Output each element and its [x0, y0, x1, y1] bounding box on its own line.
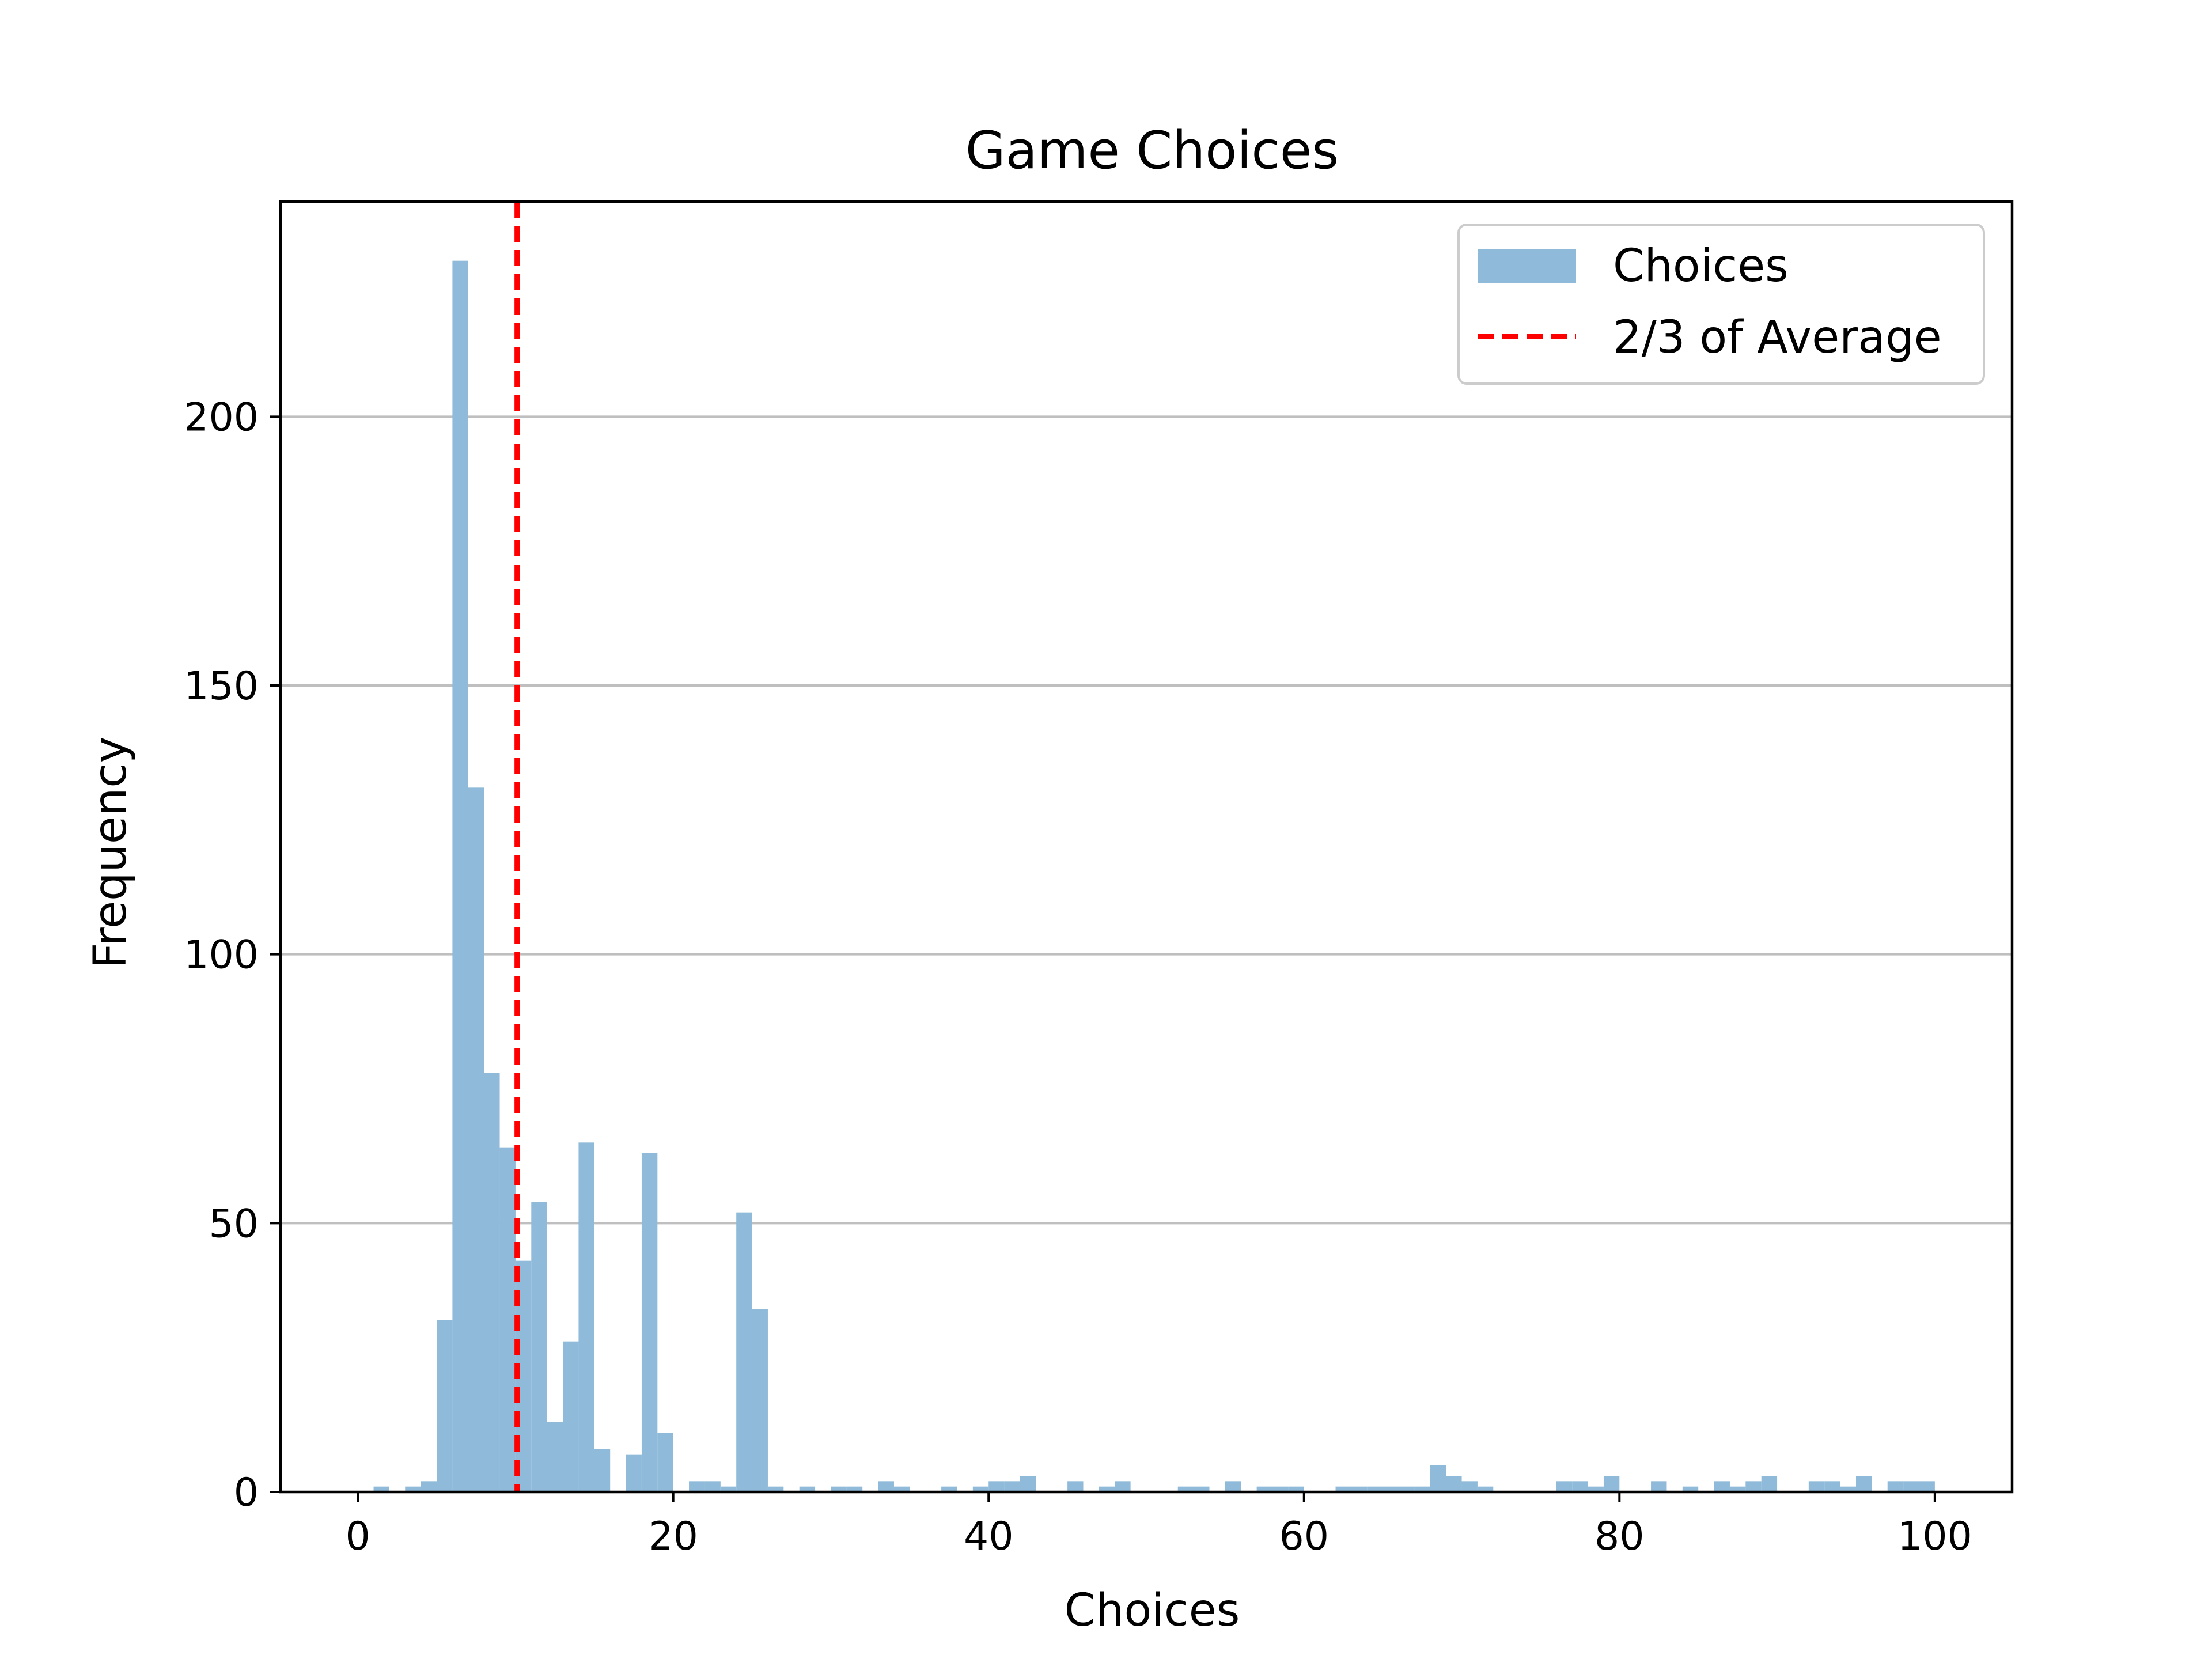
x-axis-label: Choices	[1065, 1585, 1240, 1637]
histogram-bar	[1115, 1481, 1131, 1492]
histogram-bar	[421, 1481, 437, 1492]
histogram-bar	[1556, 1481, 1573, 1492]
histogram-bar	[988, 1481, 1005, 1492]
histogram-bar	[1351, 1486, 1368, 1492]
histogram-bar	[437, 1320, 453, 1492]
x-axis-ticks: 0 20 40 60 80 100	[346, 1492, 1972, 1559]
y-axis-ticks: 0 50 100 150 200	[184, 395, 281, 1516]
histogram-bar	[972, 1486, 989, 1492]
histogram-bar	[752, 1309, 768, 1492]
histogram-bar	[720, 1486, 737, 1492]
y-axis-label: Frequency	[85, 737, 137, 969]
histogram-bar	[1288, 1486, 1304, 1492]
histogram-bar	[1020, 1476, 1036, 1492]
histogram-bar	[893, 1486, 910, 1492]
histogram-bar	[1367, 1486, 1383, 1492]
x-tick-label: 60	[1279, 1514, 1330, 1559]
histogram-bar	[452, 260, 468, 1492]
y-tick-label: 100	[184, 933, 259, 978]
legend-box	[1457, 224, 1985, 385]
histogram-bar	[1272, 1486, 1289, 1492]
legend-label-choices: Choices	[1613, 240, 1789, 292]
histogram-bar	[531, 1202, 547, 1492]
x-tick-label: 20	[648, 1514, 698, 1559]
histogram-bar	[1603, 1476, 1620, 1492]
histogram-bar	[878, 1481, 894, 1492]
y-tick-label: 0	[234, 1470, 259, 1516]
histogram-bars	[373, 260, 1935, 1492]
x-tick-label: 80	[1594, 1514, 1645, 1559]
histogram-bar	[1382, 1486, 1399, 1492]
histogram-bar	[1682, 1486, 1699, 1492]
histogram-bar	[1461, 1481, 1478, 1492]
histogram-bar	[405, 1486, 421, 1492]
histogram-bar	[626, 1454, 642, 1492]
histogram-bar	[799, 1486, 816, 1492]
histogram-bar	[499, 1147, 516, 1492]
histogram-bar	[1572, 1481, 1588, 1492]
plot-frame	[279, 200, 2014, 1494]
histogram-bar	[1177, 1486, 1194, 1492]
histogram-bar	[1335, 1486, 1351, 1492]
y-gridlines	[281, 415, 2012, 1225]
histogram-bar	[1588, 1486, 1604, 1492]
histogram-bar	[657, 1433, 673, 1492]
histogram-bar	[1824, 1481, 1840, 1492]
histogram-bar	[1903, 1481, 1919, 1492]
y-tick-label: 150	[184, 664, 259, 709]
legend-swatch-choices	[1478, 249, 1576, 283]
histogram-bar	[547, 1422, 563, 1492]
histogram-bar	[941, 1486, 957, 1492]
histogram-bar	[1855, 1476, 1872, 1492]
histogram-bar	[1067, 1481, 1084, 1492]
histogram-bar	[1761, 1476, 1778, 1492]
histogram-bar	[736, 1212, 752, 1492]
x-tick-label: 40	[964, 1514, 1014, 1559]
histogram-bar	[1808, 1481, 1825, 1492]
histogram-bar	[1714, 1481, 1730, 1492]
histogram-bar	[846, 1486, 863, 1492]
histogram-bar	[1729, 1486, 1746, 1492]
histogram-bar	[831, 1486, 847, 1492]
histogram-bar	[563, 1341, 579, 1492]
histogram-bar	[1004, 1481, 1020, 1492]
histogram-bar	[468, 787, 484, 1492]
histogram-bar	[1840, 1486, 1856, 1492]
legend: Choices 2/3 of Average	[1457, 224, 1985, 385]
histogram-bar	[1099, 1486, 1115, 1492]
histogram-bar	[1399, 1486, 1415, 1492]
x-tick-label: 0	[346, 1514, 370, 1559]
legend-label-reference-line: 2/3 of Average	[1613, 312, 1942, 363]
histogram-bar	[1430, 1465, 1446, 1492]
histogram-bar	[594, 1449, 611, 1492]
histogram-bar	[689, 1481, 705, 1492]
histogram-bar	[1414, 1486, 1430, 1492]
histogram-bar	[704, 1481, 721, 1492]
histogram-bar	[1194, 1486, 1210, 1492]
histogram-bar	[373, 1486, 389, 1492]
histogram-bar	[1887, 1481, 1904, 1492]
y-tick-label: 200	[184, 395, 259, 440]
histogram-bar	[1446, 1476, 1462, 1492]
histogram-bar	[1745, 1481, 1762, 1492]
histogram-bar	[1256, 1486, 1273, 1492]
histogram-bar	[484, 1073, 500, 1492]
y-tick-label: 50	[209, 1201, 259, 1247]
histogram-bar	[1651, 1481, 1667, 1492]
histogram-bar	[1919, 1481, 1935, 1492]
histogram-bar	[1477, 1486, 1494, 1492]
histogram-bar	[641, 1153, 658, 1492]
histogram-bar	[578, 1142, 594, 1492]
x-tick-label: 100	[1897, 1514, 1972, 1559]
histogram-bar	[767, 1486, 784, 1492]
histogram-bar	[1225, 1481, 1241, 1492]
chart-title: Game Choices	[965, 120, 1339, 181]
